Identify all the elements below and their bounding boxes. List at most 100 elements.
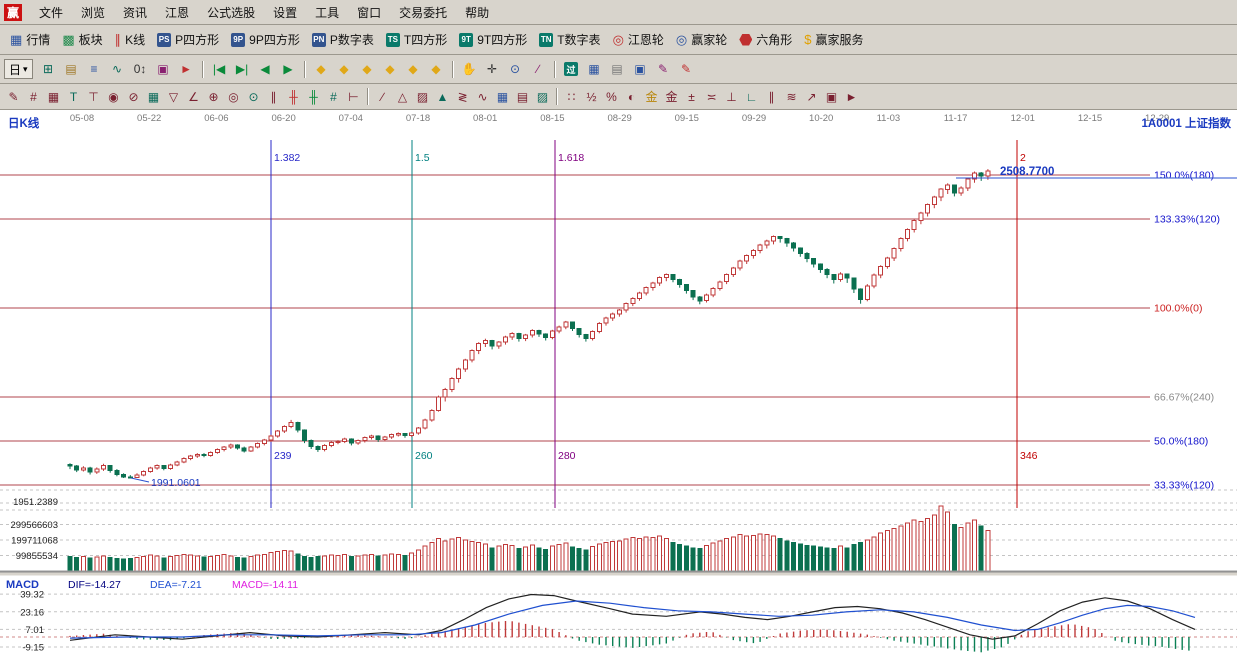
panel-tool[interactable]: ▤ — [513, 87, 532, 106]
gann-diamond-1-button[interactable]: ◆ — [311, 59, 332, 80]
band-tool[interactable]: ≍ — [702, 87, 721, 106]
bracket-tool[interactable]: ⊢ — [344, 87, 363, 106]
flag-tool[interactable]: ► — [842, 87, 861, 106]
text-tool[interactable]: T — [64, 87, 83, 106]
indicator-button[interactable]: ≡ — [84, 59, 105, 80]
next-bar-button[interactable]: ▶ — [278, 59, 299, 80]
parallel-tool[interactable]: ∥ — [264, 87, 283, 106]
grid-tool[interactable]: # — [24, 87, 43, 106]
ratio-tool[interactable]: ∷ — [562, 87, 581, 106]
menu-item-6[interactable]: 设置 — [264, 1, 306, 24]
gann-square-tool[interactable]: ▦ — [44, 87, 63, 106]
plusminus-tool[interactable]: ± — [682, 87, 701, 106]
ruler-tool[interactable]: ⊤ — [84, 87, 103, 106]
period-selector[interactable]: 日▾ — [4, 59, 33, 79]
box-tool[interactable]: ▣ — [822, 87, 841, 106]
winner-wheel-button[interactable]: ◎赢家轮 — [670, 28, 733, 51]
gold-price-tool[interactable]: 金 — [642, 87, 661, 106]
menu-item-1[interactable]: 文件 — [30, 1, 72, 24]
menu-item-7[interactable]: 工具 — [306, 1, 348, 24]
resistance-tool[interactable]: ≋ — [782, 87, 801, 106]
chart-canvas[interactable]: 05-0805-2206-0606-2007-0407-1808-0108-15… — [0, 110, 1237, 665]
gann-fan-tool[interactable]: △ — [393, 87, 412, 106]
fine-grid-tool[interactable]: ▦ — [144, 87, 163, 106]
quotes-button[interactable]: ▦行情 — [4, 28, 56, 51]
gann-line-tool[interactable]: ∕ — [373, 87, 392, 106]
chart-window-button[interactable]: ⊞ — [38, 59, 59, 80]
flag-button[interactable]: ► — [176, 59, 197, 80]
gann-diamond-2-button[interactable]: ◆ — [334, 59, 355, 80]
half-tool[interactable]: ½ — [582, 87, 601, 106]
measure-tool-button[interactable]: ∕ — [528, 59, 549, 80]
gann-diamond-3-button[interactable]: ◆ — [357, 59, 378, 80]
hatch-tool[interactable]: ▨ — [533, 87, 552, 106]
layout-button[interactable]: ▦ — [584, 59, 605, 80]
copy-button[interactable]: ▤ — [61, 59, 82, 80]
gann-wheel-button[interactable]: ◎江恩轮 — [607, 28, 670, 51]
menu-item-9[interactable]: 交易委托 — [390, 1, 456, 24]
menu-item-3[interactable]: 资讯 — [114, 1, 156, 24]
bars-icon: ≡ — [91, 62, 98, 76]
right-angle-tool[interactable]: ∟ — [742, 87, 761, 106]
svg-text:DEA=-7.21: DEA=-7.21 — [150, 579, 202, 591]
golden-section-tool[interactable]: ◐ — [622, 87, 641, 106]
table-tool[interactable]: ▦ — [493, 87, 512, 106]
trend-lines-tool[interactable]: ≷ — [453, 87, 472, 106]
menu-item-5[interactable]: 公式选股 — [198, 1, 264, 24]
report-button[interactable]: ▤ — [607, 59, 628, 80]
stamp-button[interactable]: ▣ — [153, 59, 174, 80]
pen-tool[interactable]: ✎ — [4, 87, 23, 106]
draw-button[interactable]: ✎ — [676, 59, 697, 80]
hexagon-button[interactable]: 六角形 — [733, 28, 798, 51]
zoom-tool-button[interactable]: ⊙ — [505, 59, 526, 80]
target-tool[interactable]: ⊕ — [204, 87, 223, 106]
support-tool[interactable]: ⊥ — [722, 87, 741, 106]
separator — [367, 88, 369, 105]
separator — [452, 61, 454, 78]
hash-grid-tool[interactable]: # — [324, 87, 343, 106]
first-bar-button[interactable]: |◀ — [209, 59, 230, 80]
crosshair-tool-button[interactable]: ✛ — [482, 59, 503, 80]
kline-button[interactable]: ∥K线 — [109, 28, 152, 51]
counter-button[interactable]: 0↕ — [130, 59, 151, 80]
channel-tool[interactable]: ∥ — [762, 87, 781, 106]
gann-diamond-6-button[interactable]: ◆ — [426, 59, 447, 80]
settings-button[interactable]: ✎ — [653, 59, 674, 80]
hand-tool-button[interactable]: ✋ — [459, 59, 480, 80]
grid-icon: ▦ — [588, 62, 599, 76]
save-button[interactable]: ▣ — [630, 59, 651, 80]
p-number-table-button[interactable]: PNP数字表 — [306, 28, 380, 51]
dot-tool[interactable]: ◉ — [104, 87, 123, 106]
menu-item-4[interactable]: 江恩 — [156, 1, 198, 24]
nine-t-square-button[interactable]: 9T9T四方形 — [453, 28, 533, 51]
menu-item-2[interactable]: 浏览 — [72, 1, 114, 24]
menu-item-8[interactable]: 窗口 — [348, 1, 390, 24]
cycle-tool[interactable]: ⊙ — [244, 87, 263, 106]
nine-p-square-button[interactable]: 9P9P四方形 — [225, 28, 306, 51]
gann-diamond-5-button[interactable]: ◆ — [403, 59, 424, 80]
tally-red-tool[interactable]: ╫ — [284, 87, 303, 106]
t-square-button[interactable]: TST四方形 — [380, 28, 453, 51]
winner-service-button[interactable]: $赢家服务 — [798, 28, 869, 51]
wave-tool[interactable]: ∿ — [473, 87, 492, 106]
t-number-table-button[interactable]: TNT数字表 — [533, 28, 606, 51]
prev-bar-button[interactable]: ◀ — [255, 59, 276, 80]
clock-tool[interactable]: ⊘ — [124, 87, 143, 106]
gold-time-tool[interactable]: 金 — [662, 87, 681, 106]
svg-text:50.0%(180): 50.0%(180) — [1154, 435, 1208, 447]
tally-green-tool[interactable]: ╫ — [304, 87, 323, 106]
angle-tool[interactable]: ∠ — [184, 87, 203, 106]
sectors-button[interactable]: ▩板块 — [56, 28, 108, 51]
shaded-square-tool[interactable]: ▨ — [413, 87, 432, 106]
menu-item-10[interactable]: 帮助 — [456, 1, 498, 24]
pyramid-tool[interactable]: ▲ — [433, 87, 452, 106]
gann-diamond-4-button[interactable]: ◆ — [380, 59, 401, 80]
funnel-tool[interactable]: ▽ — [164, 87, 183, 106]
history-button[interactable]: 过 — [561, 59, 582, 80]
last-bar-button[interactable]: ▶| — [232, 59, 253, 80]
p-square-button[interactable]: PSP四方形 — [151, 28, 225, 51]
percent-tool[interactable]: % — [602, 87, 621, 106]
advance-tool[interactable]: ↗ — [802, 87, 821, 106]
curve-button[interactable]: ∿ — [107, 59, 128, 80]
circle-tool[interactable]: ◎ — [224, 87, 243, 106]
